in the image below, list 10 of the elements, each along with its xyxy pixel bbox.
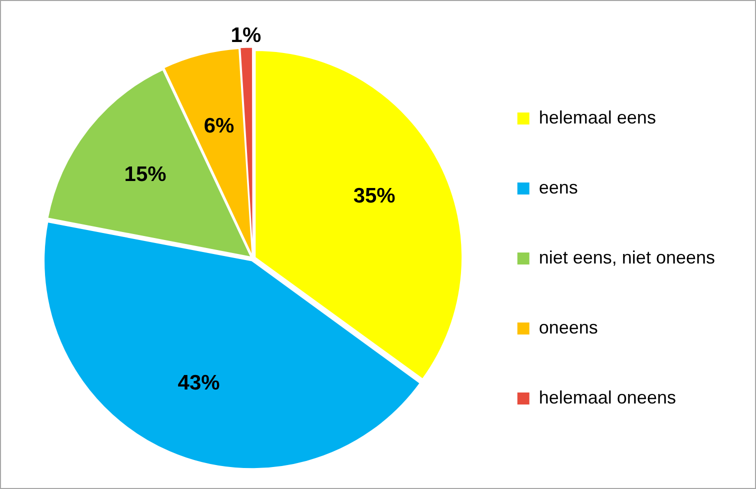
data-label: 35% bbox=[353, 184, 396, 208]
legend-label: oneens bbox=[538, 317, 598, 338]
legend-label: helemaal eens bbox=[538, 107, 656, 128]
data-label: 6% bbox=[204, 114, 235, 138]
data-label: 1% bbox=[230, 24, 262, 47]
data-label: 15% bbox=[124, 162, 167, 186]
legend-label: niet eens, niet oneens bbox=[538, 247, 716, 268]
data-label: 43% bbox=[178, 371, 220, 394]
legend-label: helemaal oneens bbox=[538, 387, 676, 408]
legend-label: eens bbox=[538, 177, 578, 198]
